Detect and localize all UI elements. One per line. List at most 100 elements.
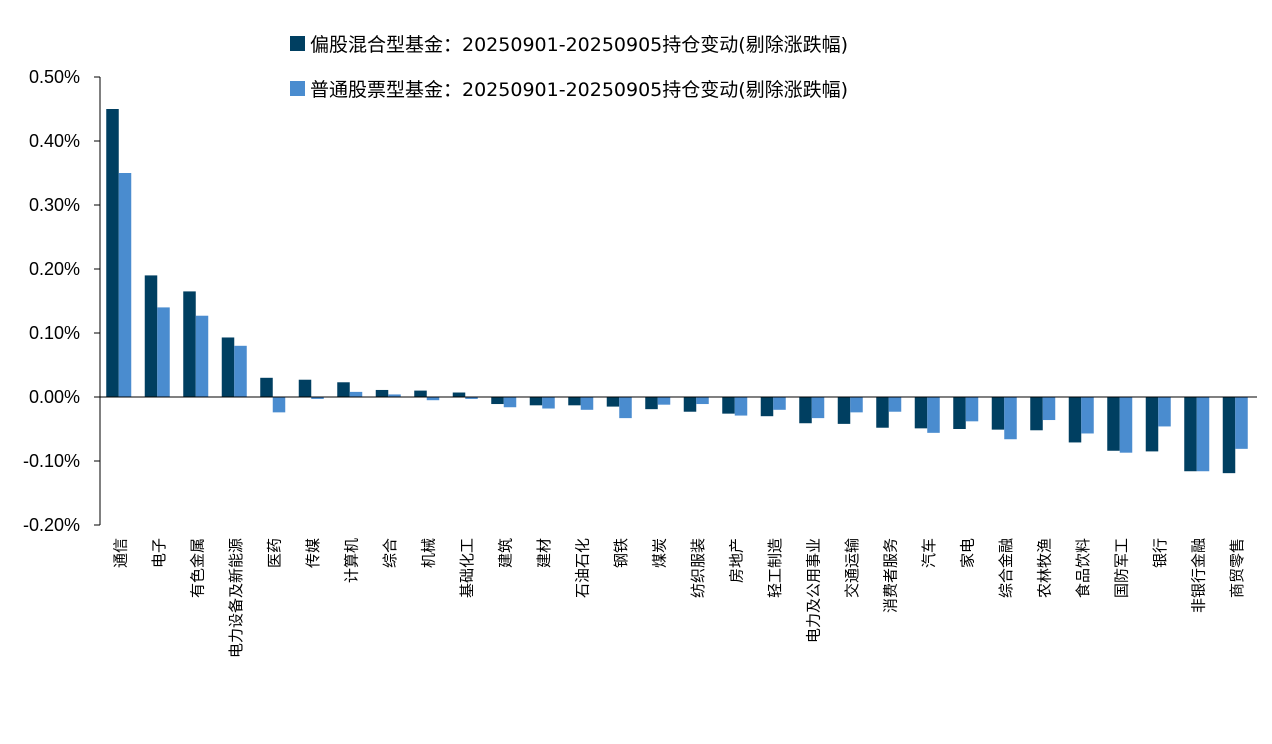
x-tick-label: 电力设备及新能源 — [227, 538, 245, 658]
bar-mixed-6 — [337, 382, 350, 397]
bar-stock-11 — [542, 397, 555, 409]
bar-stock-4 — [272, 397, 286, 413]
bar-mixed-27 — [1145, 397, 1159, 452]
bar-mixed-26 — [1107, 397, 1120, 451]
x-tick-label: 煤炭 — [650, 538, 668, 568]
x-tick-label: 汽车 — [920, 538, 938, 568]
bar-mixed-5 — [298, 379, 312, 397]
bar-mixed-15 — [683, 397, 697, 412]
legend-label: 偏股混合型基金：20250901-20250905持仓变动(剔除涨跌幅) — [310, 34, 848, 56]
y-tick-label: 0.00% — [29, 387, 80, 407]
y-tick-label: 0.40% — [29, 131, 80, 151]
bar-mixed-11 — [529, 397, 543, 406]
x-tick-label: 建材 — [535, 538, 553, 568]
bar-stock-2 — [195, 315, 209, 397]
x-axis: 通信 电子 有色金属 电力设备及新能源 医药 传媒 计算机 综合 机械 基础化工 建筑 建材 石油石化 钢… — [100, 396, 1257, 658]
bar-stock-12 — [580, 397, 594, 410]
bar-stock-6 — [349, 391, 363, 397]
bar-mixed-8 — [414, 390, 427, 397]
bar-mixed-25 — [1068, 397, 1082, 443]
bar-stock-26 — [1119, 397, 1133, 453]
bar-stock-18 — [811, 397, 825, 419]
x-tick-label: 家电 — [958, 538, 976, 568]
x-tick-label: 轻工制造 — [766, 538, 784, 598]
y-tick-label: -0.20% — [23, 515, 80, 535]
x-tick-label: 农林牧渔 — [1035, 538, 1053, 598]
bar-mixed-18 — [799, 397, 812, 424]
legend-swatch — [290, 81, 305, 96]
x-tick-label: 计算机 — [342, 538, 360, 583]
bar-mixed-2 — [183, 291, 196, 397]
bars — [106, 109, 1248, 474]
bar-mixed-21 — [914, 397, 928, 429]
bar-stock-25 — [1081, 397, 1094, 434]
bar-stock-21 — [927, 397, 940, 433]
legend: 偏股混合型基金：20250901-20250905持仓变动(剔除涨跌幅) 普通股票… — [290, 34, 848, 101]
bar-stock-3 — [234, 345, 247, 397]
x-tick-label: 传媒 — [304, 538, 322, 568]
bar-stock-27 — [1158, 397, 1171, 427]
y-tick-label: 0.30% — [29, 195, 80, 215]
x-tick-label: 综合金融 — [997, 538, 1015, 598]
bar-mixed-7 — [375, 389, 389, 397]
bar-stock-8 — [426, 397, 440, 401]
bar-mixed-1 — [144, 275, 158, 397]
x-tick-label: 基础化工 — [458, 538, 476, 598]
bar-mixed-16 — [722, 397, 735, 414]
bar-mixed-22 — [953, 397, 966, 429]
x-tick-label: 钢铁 — [612, 538, 630, 568]
x-tick-label: 国防军工 — [1112, 538, 1130, 598]
x-tick-label: 交通运输 — [843, 538, 861, 598]
x-tick-label: 建筑 — [496, 538, 514, 568]
bar-stock-22 — [965, 397, 979, 422]
x-tick-label: 食品饮料 — [1074, 538, 1092, 598]
bar-mixed-17 — [760, 397, 774, 417]
x-tick-label: 石油石化 — [573, 538, 591, 598]
bar-stock-14 — [657, 397, 671, 405]
bar-mixed-0 — [106, 109, 119, 397]
x-tick-label: 纺织服装 — [689, 538, 707, 598]
bar-mixed-14 — [645, 397, 658, 410]
bar-stock-0 — [118, 173, 132, 397]
bar-stock-16 — [734, 397, 748, 416]
bar-mixed-12 — [568, 397, 581, 406]
bar-mixed-3 — [221, 337, 235, 397]
legend-swatch — [290, 36, 305, 51]
bar-mixed-23 — [991, 397, 1005, 430]
x-tick-label: 综合 — [381, 538, 399, 568]
x-tick-label: 非银行金融 — [1189, 538, 1207, 613]
bar-stock-1 — [157, 307, 170, 397]
bar-mixed-24 — [1030, 397, 1043, 431]
bar-stock-13 — [619, 397, 632, 419]
bar-mixed-4 — [260, 377, 273, 397]
bar-mixed-20 — [876, 397, 889, 428]
bar-stock-24 — [1042, 397, 1056, 421]
y-tick-label: 0.50% — [29, 67, 80, 87]
bar-stock-15 — [696, 397, 709, 405]
x-tick-label: 电力及公用事业 — [804, 538, 822, 643]
bar-mixed-28 — [1184, 397, 1197, 472]
bar-stock-9 — [465, 397, 478, 399]
x-tick-label: 房地产 — [727, 538, 745, 583]
bar-stock-17 — [773, 397, 786, 410]
bar-stock-23 — [1004, 397, 1017, 440]
bar-mixed-10 — [491, 397, 504, 405]
bar-stock-28 — [1196, 397, 1210, 472]
x-tick-label: 通信 — [111, 538, 129, 568]
bar-stock-10 — [503, 397, 517, 408]
y-tick-label: -0.10% — [23, 451, 80, 471]
x-tick-label: 医药 — [265, 538, 283, 568]
x-tick-label: 商贸零售 — [1228, 538, 1246, 598]
bar-stock-7 — [388, 394, 401, 397]
x-tick-label: 消费者服务 — [881, 538, 899, 613]
x-tick-label: 银行 — [1151, 538, 1169, 568]
bar-mixed-19 — [837, 397, 851, 424]
bar-mixed-13 — [606, 397, 620, 407]
bar-stock-19 — [850, 397, 863, 413]
y-tick-label: 0.20% — [29, 259, 80, 279]
legend-label: 普通股票型基金：20250901-20250905持仓变动(剔除涨跌幅) — [310, 79, 848, 101]
x-tick-label: 有色金属 — [188, 538, 206, 598]
y-axis: 0.50% 0.40% 0.30% 0.20% 0.10% 0.00% -0.10% -0.2… — [23, 67, 101, 535]
bar-mixed-29 — [1222, 397, 1236, 474]
